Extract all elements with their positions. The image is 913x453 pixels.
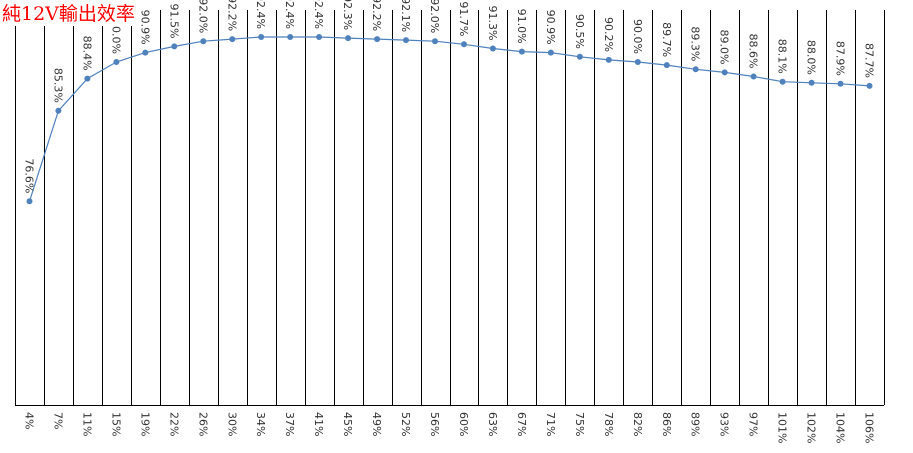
data-label: 92.3% xyxy=(341,0,354,30)
data-point xyxy=(866,82,873,89)
x-tick-label: 104% xyxy=(834,412,847,443)
data-point xyxy=(605,56,612,63)
x-tick-label: 56% xyxy=(428,412,441,436)
data-point xyxy=(26,198,33,205)
x-tick-label: 22% xyxy=(167,412,180,436)
x-tick-label: 106% xyxy=(863,412,876,443)
x-tick-label: 30% xyxy=(225,412,238,436)
data-label: 91.0% xyxy=(515,9,528,44)
data-point xyxy=(316,34,323,40)
data-point xyxy=(142,49,149,56)
data-point xyxy=(345,35,352,42)
x-tick-label: 89% xyxy=(689,412,702,436)
data-label: 91.3% xyxy=(486,6,499,41)
x-tick-label: 19% xyxy=(138,412,151,436)
x-tick-label: 11% xyxy=(80,412,93,436)
data-label: 85.3% xyxy=(51,68,64,103)
data-label: 90.2% xyxy=(602,17,615,52)
x-tick-label: 67% xyxy=(515,412,528,436)
data-label: 92.2% xyxy=(225,0,238,31)
data-point xyxy=(432,38,438,45)
data-point xyxy=(55,107,62,114)
data-point xyxy=(634,59,641,65)
data-point xyxy=(808,79,815,86)
x-tick-label: 86% xyxy=(660,412,673,436)
data-point xyxy=(779,78,786,85)
data-label: 92.2% xyxy=(370,0,383,31)
data-label: 89.0% xyxy=(718,29,731,64)
data-point xyxy=(113,59,120,65)
data-point xyxy=(750,73,757,80)
data-label: 87.7% xyxy=(863,43,876,78)
x-tick-label: 37% xyxy=(283,412,296,436)
data-point xyxy=(171,43,178,50)
x-tick-label: 63% xyxy=(486,412,499,436)
data-label: 87.9% xyxy=(834,41,847,76)
gridlines xyxy=(15,10,885,406)
data-point xyxy=(576,53,583,60)
x-tick-label: 102% xyxy=(805,412,818,443)
data-point xyxy=(403,37,409,44)
data-point xyxy=(692,66,699,73)
data-label: 90.0% xyxy=(109,19,122,54)
x-tick-label: 52% xyxy=(399,412,412,436)
data-label: 90.0% xyxy=(631,19,644,54)
data-label: 92.4% xyxy=(254,0,267,29)
x-tick-label: 97% xyxy=(747,412,760,436)
data-label: 90.9% xyxy=(544,10,557,45)
data-label: 92.0% xyxy=(196,0,209,33)
x-tick-label: 75% xyxy=(573,412,586,436)
data-point xyxy=(374,36,381,43)
data-label: 91.5% xyxy=(167,3,180,38)
data-label: 88.4% xyxy=(80,36,93,71)
x-tick-label: 78% xyxy=(602,412,615,436)
data-point xyxy=(84,75,91,82)
data-label: 90.5% xyxy=(573,14,586,49)
data-point xyxy=(258,34,265,40)
data-point xyxy=(200,38,207,45)
data-point xyxy=(489,45,496,52)
x-tick-label: 45% xyxy=(341,412,354,436)
data-point xyxy=(287,34,294,40)
data-label: 92.0% xyxy=(428,0,441,33)
x-tick-label: 82% xyxy=(631,412,644,436)
data-label: 92.4% xyxy=(312,0,325,29)
data-point xyxy=(547,49,554,56)
series-line xyxy=(28,36,870,202)
x-tick-label: 101% xyxy=(776,412,789,443)
chart-title: 純12V輸出效率 xyxy=(2,2,135,26)
x-tick-label: 26% xyxy=(196,412,209,436)
x-tick-label: 34% xyxy=(254,412,267,436)
data-label: 91.7% xyxy=(457,1,470,36)
data-label: 88.0% xyxy=(805,40,818,75)
x-tick-label: 15% xyxy=(109,412,122,436)
data-label: 92.1% xyxy=(399,0,412,32)
data-point xyxy=(721,69,728,76)
x-tick-label-group: 4% 7% 11% 15% 19% 22% 26% 30% 34% 37% 41% 45% 49% 52%… xyxy=(23,412,876,443)
data-label: 88.1% xyxy=(776,39,789,74)
x-tick-label: 4% xyxy=(23,412,36,429)
x-tick-label: 60% xyxy=(457,412,470,436)
data-label: 88.6% xyxy=(747,34,760,69)
data-label: 89.3% xyxy=(689,26,702,61)
x-tick-label: 49% xyxy=(370,412,383,436)
x-tick-label: 71% xyxy=(544,412,557,436)
data-label: 90.9% xyxy=(138,10,151,45)
data-label: 92.4% xyxy=(283,0,296,29)
x-tick-label: 41% xyxy=(312,412,325,436)
marker-group xyxy=(26,34,873,205)
data-point xyxy=(461,41,467,48)
x-tick-label: 93% xyxy=(718,412,731,436)
x-tick-label: 7% xyxy=(51,412,64,429)
data-label: 89.7% xyxy=(660,22,673,57)
data-point xyxy=(518,48,525,55)
series-line-group xyxy=(28,36,870,202)
data-label: 76.6% xyxy=(23,158,36,193)
data-point xyxy=(837,80,844,87)
data-label-group: 76.6% 85.3% 88.4% 90.0% 90.9% 91.5% 92.0% 92.2%… xyxy=(23,0,876,193)
data-point xyxy=(663,62,670,69)
data-point xyxy=(229,36,236,43)
